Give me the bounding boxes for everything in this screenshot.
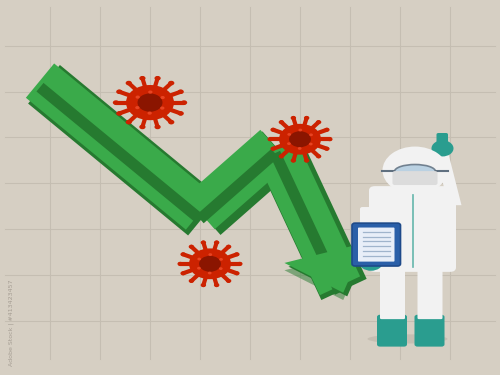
Circle shape — [324, 147, 330, 151]
Circle shape — [290, 116, 296, 120]
Circle shape — [278, 154, 284, 158]
Circle shape — [226, 279, 232, 283]
Ellipse shape — [368, 334, 448, 344]
Ellipse shape — [394, 165, 436, 178]
Circle shape — [160, 106, 164, 109]
Circle shape — [226, 245, 232, 249]
Circle shape — [198, 258, 201, 260]
Circle shape — [288, 133, 291, 136]
Circle shape — [116, 111, 122, 116]
Circle shape — [289, 131, 311, 147]
Circle shape — [168, 120, 174, 124]
Circle shape — [116, 90, 122, 94]
FancyBboxPatch shape — [414, 315, 444, 346]
Circle shape — [287, 142, 291, 145]
Polygon shape — [284, 243, 365, 293]
Text: Adobe Stock | #413423457: Adobe Stock | #413423457 — [9, 279, 15, 366]
Circle shape — [126, 81, 132, 86]
Circle shape — [113, 100, 119, 105]
Circle shape — [154, 124, 160, 129]
FancyBboxPatch shape — [360, 207, 384, 258]
Circle shape — [270, 128, 276, 132]
Circle shape — [208, 272, 212, 274]
Circle shape — [214, 283, 220, 287]
Circle shape — [126, 85, 174, 120]
Circle shape — [199, 256, 221, 272]
FancyBboxPatch shape — [380, 258, 405, 319]
Circle shape — [214, 240, 220, 244]
Circle shape — [316, 120, 322, 124]
Polygon shape — [284, 250, 365, 300]
Circle shape — [324, 128, 330, 132]
Circle shape — [219, 267, 222, 270]
Circle shape — [180, 252, 186, 257]
FancyBboxPatch shape — [352, 223, 401, 266]
Circle shape — [359, 253, 383, 271]
Circle shape — [140, 76, 145, 81]
Circle shape — [309, 134, 313, 136]
Circle shape — [304, 159, 310, 162]
Circle shape — [178, 262, 183, 266]
Circle shape — [304, 116, 310, 120]
Circle shape — [200, 240, 206, 244]
Circle shape — [160, 96, 165, 99]
Circle shape — [270, 147, 276, 151]
Circle shape — [208, 253, 212, 256]
Circle shape — [168, 81, 174, 86]
Circle shape — [188, 279, 194, 283]
Circle shape — [197, 267, 201, 270]
Circle shape — [178, 90, 184, 94]
Circle shape — [189, 248, 231, 279]
Circle shape — [316, 154, 322, 158]
FancyBboxPatch shape — [369, 186, 456, 272]
FancyBboxPatch shape — [358, 228, 395, 262]
Circle shape — [309, 142, 312, 146]
Circle shape — [181, 100, 187, 105]
Circle shape — [268, 137, 273, 141]
Circle shape — [140, 124, 145, 129]
Circle shape — [178, 111, 184, 116]
Circle shape — [234, 271, 239, 275]
Circle shape — [327, 137, 332, 141]
Circle shape — [432, 140, 454, 156]
FancyBboxPatch shape — [392, 171, 438, 185]
Circle shape — [298, 129, 302, 131]
FancyBboxPatch shape — [436, 133, 448, 150]
Circle shape — [219, 258, 223, 261]
Circle shape — [148, 90, 152, 94]
Circle shape — [188, 245, 194, 249]
Circle shape — [135, 106, 140, 109]
Circle shape — [180, 271, 186, 275]
Polygon shape — [288, 246, 369, 296]
Circle shape — [126, 120, 132, 124]
Circle shape — [298, 147, 302, 150]
Polygon shape — [436, 154, 462, 205]
Circle shape — [279, 124, 321, 154]
FancyBboxPatch shape — [418, 258, 442, 319]
Circle shape — [234, 252, 239, 257]
Circle shape — [237, 262, 242, 266]
Circle shape — [138, 93, 162, 112]
Circle shape — [154, 76, 160, 81]
FancyBboxPatch shape — [377, 315, 407, 346]
Circle shape — [278, 120, 284, 124]
Circle shape — [200, 283, 206, 287]
Circle shape — [148, 111, 152, 115]
Circle shape — [290, 159, 296, 162]
Circle shape — [136, 96, 140, 99]
Circle shape — [382, 147, 448, 194]
